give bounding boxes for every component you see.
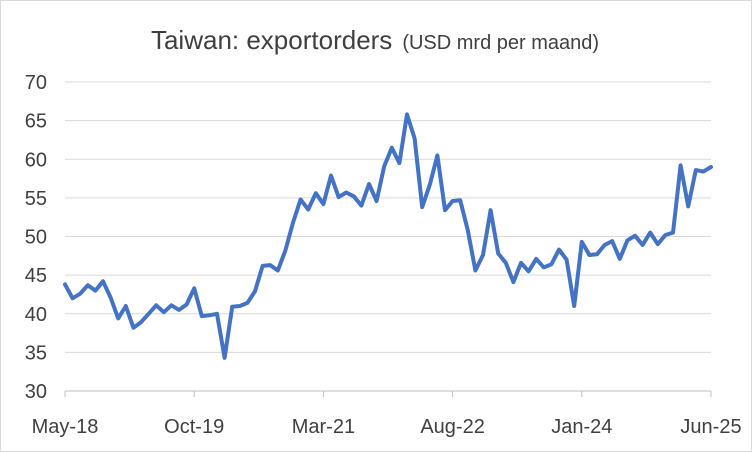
y-tick-label: 45 [25,265,47,287]
x-tick-label: Oct-19 [164,416,224,438]
x-axis-ticks: May-18 Oct-19 Mar-21 Aug-22 Jan-24 Jun-25 [32,391,742,438]
chart-title: Taiwan: exportorders (USD mrd per maand) [151,25,599,55]
x-tick-label: Mar-21 [292,416,355,438]
y-tick-label: 50 [25,227,47,249]
x-tick-label: Aug-22 [420,416,485,438]
series-line [63,112,713,360]
y-axis-ticks: 30 35 40 45 50 55 60 65 70 [25,72,47,403]
y-tick-label: 70 [25,72,47,94]
y-tick-label: 40 [25,304,47,326]
series-layer [63,112,713,360]
x-tick-label: Jun-25 [680,416,741,438]
chart-subtitle: (USD mrd per maand) [402,32,599,54]
chart-title-main: Taiwan: exportorders [151,25,392,55]
y-tick-label: 30 [25,381,47,403]
y-tick-label: 55 [25,188,47,210]
y-tick-label: 35 [25,342,47,364]
x-tick-label: Jan-24 [551,416,612,438]
y-tick-label: 65 [25,111,47,133]
y-tick-label: 60 [25,149,47,171]
x-tick-label: May-18 [32,416,99,438]
